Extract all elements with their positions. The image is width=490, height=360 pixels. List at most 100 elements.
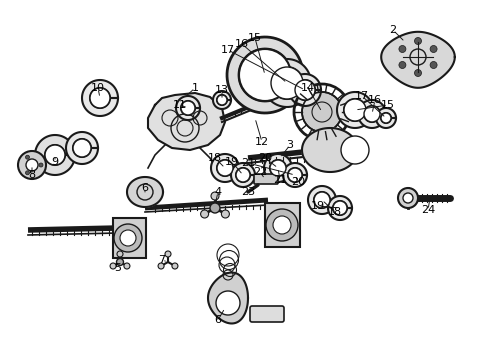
Polygon shape	[208, 273, 248, 324]
Polygon shape	[35, 135, 75, 175]
Polygon shape	[302, 128, 358, 172]
Text: 21: 21	[241, 158, 255, 168]
Circle shape	[217, 95, 227, 105]
Circle shape	[216, 291, 240, 315]
Circle shape	[273, 216, 291, 234]
Text: 16: 16	[235, 39, 249, 49]
Circle shape	[236, 168, 250, 182]
Circle shape	[117, 258, 123, 266]
Text: 12: 12	[255, 137, 269, 147]
Circle shape	[239, 49, 291, 101]
Circle shape	[120, 230, 136, 246]
Circle shape	[172, 263, 178, 269]
Polygon shape	[358, 100, 386, 128]
Polygon shape	[127, 177, 163, 207]
Text: 24: 24	[421, 205, 435, 215]
Text: 15: 15	[248, 33, 262, 43]
Circle shape	[158, 263, 164, 269]
Circle shape	[415, 69, 421, 77]
Circle shape	[114, 224, 142, 252]
Circle shape	[399, 62, 406, 68]
Circle shape	[398, 188, 418, 208]
Circle shape	[295, 80, 315, 100]
Text: 23: 23	[241, 187, 255, 197]
Text: 18: 18	[328, 207, 342, 217]
Circle shape	[314, 192, 330, 208]
Circle shape	[344, 99, 366, 121]
Text: 17: 17	[355, 91, 369, 101]
FancyBboxPatch shape	[250, 306, 284, 322]
Polygon shape	[113, 218, 146, 258]
Circle shape	[45, 145, 65, 165]
Circle shape	[217, 160, 233, 176]
Text: 20: 20	[258, 153, 272, 163]
Text: 9: 9	[51, 157, 59, 167]
Circle shape	[270, 160, 286, 176]
Text: 22: 22	[253, 167, 267, 177]
Text: 20: 20	[291, 177, 305, 187]
Text: 17: 17	[221, 45, 235, 55]
Circle shape	[341, 136, 369, 164]
Circle shape	[271, 67, 303, 99]
Circle shape	[110, 263, 116, 269]
Text: 18: 18	[208, 153, 222, 163]
Polygon shape	[263, 59, 311, 107]
Circle shape	[210, 203, 220, 213]
Circle shape	[333, 201, 347, 215]
FancyBboxPatch shape	[254, 174, 278, 184]
Polygon shape	[66, 132, 98, 164]
Circle shape	[73, 139, 91, 157]
Circle shape	[25, 155, 29, 159]
Circle shape	[266, 209, 298, 241]
Circle shape	[200, 210, 209, 218]
Text: 21: 21	[273, 175, 287, 185]
Circle shape	[165, 251, 171, 257]
Circle shape	[288, 168, 302, 182]
Text: 2: 2	[390, 25, 396, 35]
Circle shape	[211, 192, 219, 200]
Polygon shape	[211, 154, 239, 182]
Circle shape	[181, 101, 195, 115]
Text: 3: 3	[287, 140, 294, 150]
Circle shape	[18, 151, 46, 179]
Polygon shape	[381, 32, 455, 88]
Text: 15: 15	[381, 100, 395, 110]
Circle shape	[403, 193, 413, 203]
Polygon shape	[376, 108, 396, 128]
Text: 16: 16	[368, 95, 382, 105]
Text: 19: 19	[311, 201, 325, 211]
Text: 13: 13	[215, 85, 229, 95]
Polygon shape	[176, 96, 200, 120]
Text: 10: 10	[91, 83, 105, 93]
Text: 19: 19	[225, 157, 239, 167]
Text: 6: 6	[215, 315, 221, 325]
Circle shape	[90, 88, 110, 108]
Circle shape	[364, 106, 380, 122]
Polygon shape	[283, 163, 307, 187]
Polygon shape	[227, 37, 303, 113]
Polygon shape	[82, 80, 118, 116]
Text: 8: 8	[28, 170, 36, 180]
Circle shape	[117, 251, 123, 257]
Circle shape	[399, 45, 406, 53]
Text: 11: 11	[173, 100, 187, 110]
Circle shape	[302, 92, 342, 132]
Text: 6: 6	[142, 183, 148, 193]
Polygon shape	[213, 91, 231, 109]
Text: 5: 5	[115, 263, 122, 273]
Polygon shape	[264, 154, 292, 182]
Circle shape	[415, 37, 421, 45]
Polygon shape	[148, 93, 225, 150]
Text: 14: 14	[301, 83, 315, 93]
Polygon shape	[308, 186, 336, 214]
Polygon shape	[289, 74, 321, 106]
Text: 4: 4	[215, 187, 221, 197]
Circle shape	[381, 113, 391, 123]
Circle shape	[25, 171, 29, 175]
Circle shape	[221, 210, 229, 218]
Polygon shape	[328, 196, 352, 220]
Text: 1: 1	[192, 83, 198, 93]
Circle shape	[26, 159, 38, 171]
Circle shape	[39, 163, 43, 167]
Circle shape	[430, 62, 437, 68]
